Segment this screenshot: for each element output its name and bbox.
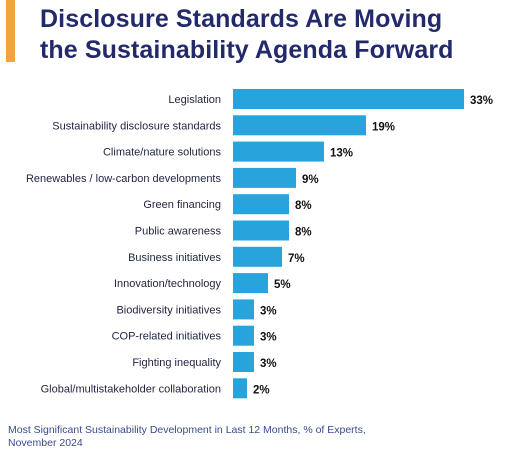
- value-label: 3%: [260, 332, 277, 344]
- bar: [233, 325, 254, 346]
- value-label: 9%: [302, 174, 319, 186]
- category-label: Sustainability disclosure standards: [52, 120, 221, 132]
- bar: [233, 246, 282, 267]
- bar: [233, 115, 366, 136]
- category-label: Legislation: [168, 94, 221, 106]
- value-label: 33%: [470, 95, 493, 107]
- bar: [233, 378, 247, 399]
- bar: [233, 89, 464, 109]
- bar: [233, 167, 296, 188]
- category-label: Global/multistakeholder collaboration: [41, 383, 221, 395]
- chart-title: Disclosure Standards Are Moving the Sust…: [40, 4, 520, 66]
- bar: [233, 220, 289, 241]
- category-label: Innovation/technology: [114, 278, 222, 290]
- value-label: 19%: [372, 121, 395, 133]
- bar: [233, 299, 254, 320]
- category-label: Fighting inequality: [132, 357, 221, 369]
- bar: [233, 273, 268, 294]
- chart-title-line-1: Disclosure Standards Are Moving: [40, 5, 443, 33]
- footnote-line-1: Most Significant Sustainability Developm…: [8, 424, 366, 436]
- category-label: Renewables / low-carbon developments: [26, 173, 222, 185]
- category-label: COP-related initiatives: [112, 331, 222, 343]
- value-label: 3%: [260, 305, 277, 317]
- category-label: Business initiatives: [128, 252, 221, 264]
- footnote-line-2: November 2024: [8, 437, 83, 449]
- bar: [233, 352, 254, 372]
- category-label: Public awareness: [135, 226, 222, 238]
- chart-footnote: Most Significant Sustainability Developm…: [8, 424, 528, 450]
- value-label: 8%: [295, 227, 312, 239]
- value-label: 3%: [260, 358, 277, 370]
- value-label: 13%: [330, 148, 353, 160]
- value-label: 5%: [274, 279, 291, 291]
- title-accent-bar: [6, 0, 15, 62]
- value-label: 8%: [295, 200, 312, 212]
- value-label: 2%: [253, 384, 270, 396]
- category-label: Biodiversity initiatives: [116, 304, 221, 316]
- bar: [233, 141, 324, 162]
- value-label: 7%: [288, 253, 305, 265]
- category-label: Climate/nature solutions: [103, 147, 222, 159]
- bar: [233, 194, 289, 215]
- bar-chart: Legislation 33% Sustainability disclosure …: [26, 89, 493, 399]
- chart-title-line-2: the Sustainability Agenda Forward: [40, 36, 454, 64]
- category-label: Green financing: [143, 199, 221, 211]
